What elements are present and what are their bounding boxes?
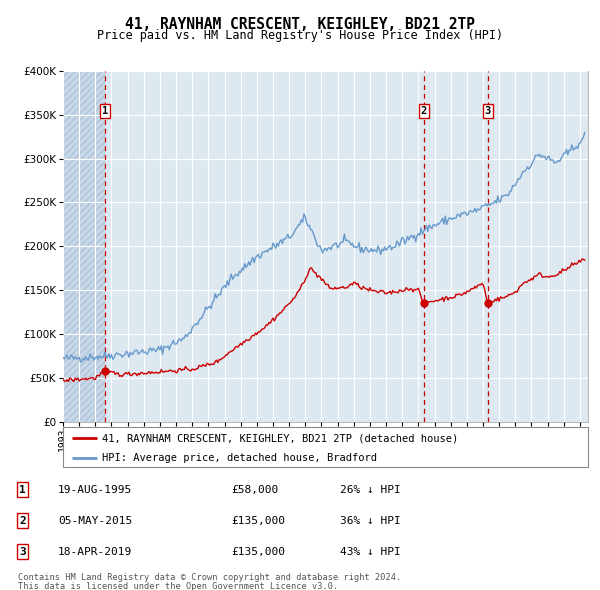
Text: Price paid vs. HM Land Registry's House Price Index (HPI): Price paid vs. HM Land Registry's House …: [97, 29, 503, 42]
Text: 3: 3: [19, 547, 26, 557]
Bar: [63, 71, 106, 422]
Text: 41, RAYNHAM CRESCENT, KEIGHLEY, BD21 2TP: 41, RAYNHAM CRESCENT, KEIGHLEY, BD21 2TP: [125, 17, 475, 31]
Text: 2: 2: [19, 516, 26, 526]
Text: £58,000: £58,000: [231, 484, 278, 494]
Text: HPI: Average price, detached house, Bradford: HPI: Average price, detached house, Brad…: [103, 454, 377, 464]
Text: This data is licensed under the Open Government Licence v3.0.: This data is licensed under the Open Gov…: [18, 582, 338, 590]
Text: 2: 2: [421, 106, 427, 116]
Text: 1: 1: [19, 484, 26, 494]
Text: 36% ↓ HPI: 36% ↓ HPI: [340, 516, 401, 526]
Text: £135,000: £135,000: [231, 516, 285, 526]
Text: Contains HM Land Registry data © Crown copyright and database right 2024.: Contains HM Land Registry data © Crown c…: [18, 573, 401, 582]
Text: 3: 3: [485, 106, 491, 116]
Text: 1: 1: [103, 106, 109, 116]
Text: 19-AUG-1995: 19-AUG-1995: [58, 484, 133, 494]
Text: 41, RAYNHAM CRESCENT, KEIGHLEY, BD21 2TP (detached house): 41, RAYNHAM CRESCENT, KEIGHLEY, BD21 2TP…: [103, 434, 458, 444]
Text: 05-MAY-2015: 05-MAY-2015: [58, 516, 133, 526]
Text: 43% ↓ HPI: 43% ↓ HPI: [340, 547, 401, 557]
Text: £135,000: £135,000: [231, 547, 285, 557]
Text: 26% ↓ HPI: 26% ↓ HPI: [340, 484, 401, 494]
Text: 18-APR-2019: 18-APR-2019: [58, 547, 133, 557]
